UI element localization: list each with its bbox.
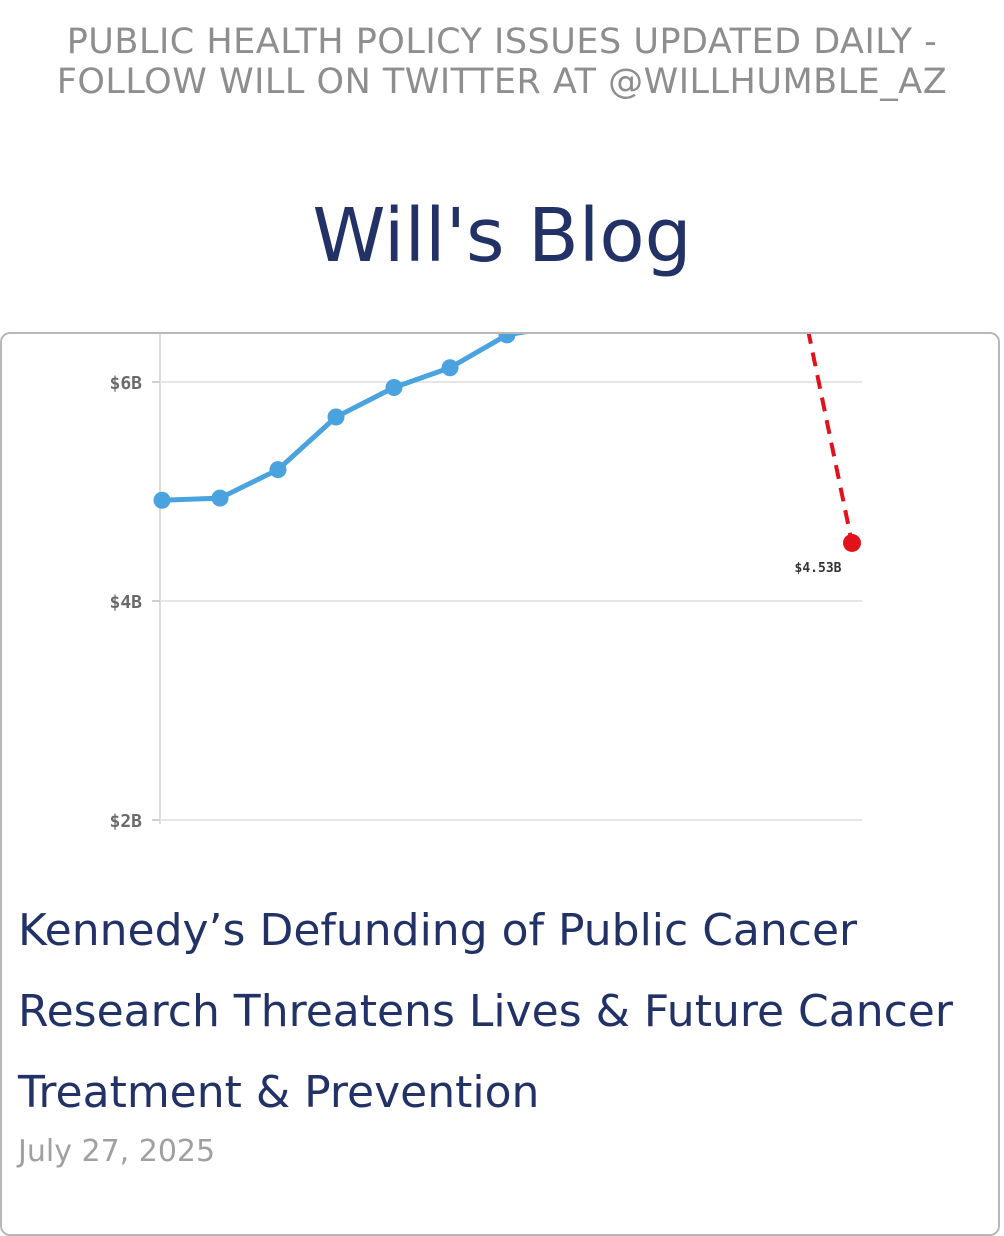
series-line-cut <box>806 334 854 544</box>
y-tick-label: $2B <box>109 811 142 832</box>
site-tagline: PUBLIC HEALTH POLICY ISSUES UPDATED DAIL… <box>56 22 948 102</box>
data-point <box>153 491 171 509</box>
data-point-cut-end <box>843 533 861 552</box>
y-tick-label: $6B <box>109 373 142 394</box>
post-featured-image[interactable]: $2B $4B $6B $4.53B <box>2 334 998 854</box>
data-point <box>498 334 516 344</box>
post-card[interactable]: $2B $4B $6B $4.53B Kennedy’s Defunding of P… <box>0 332 1000 1236</box>
data-point <box>269 461 287 479</box>
data-label-end: $4.53B <box>795 561 842 576</box>
data-point <box>385 378 403 396</box>
post-date: July 27, 2025 <box>18 1134 216 1169</box>
data-point <box>441 359 459 377</box>
site-title[interactable]: Will's Blog <box>312 193 692 279</box>
funding-line-chart: $2B $4B $6B $4.53B <box>109 334 862 832</box>
data-point <box>211 489 229 507</box>
y-tick-label: $4B <box>109 592 142 613</box>
post-title-link[interactable]: Kennedy’s Defunding of Public Cancer Res… <box>18 905 953 1118</box>
data-point <box>327 408 345 426</box>
